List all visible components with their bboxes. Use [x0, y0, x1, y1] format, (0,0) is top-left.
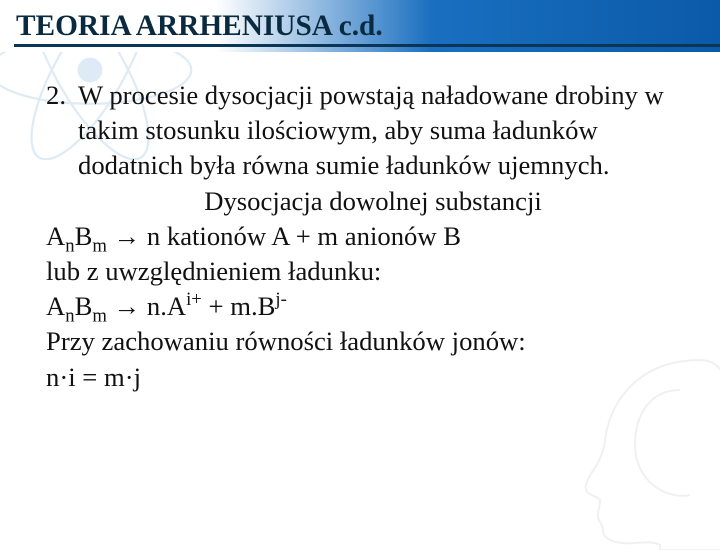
- slide-body: 2. W procesie dysocjacji powstają nałado…: [0, 52, 720, 395]
- equation-3: n·i = m·j: [46, 360, 668, 395]
- slide-title: TEORIA ARRHENIUSA c.d.: [0, 0, 720, 43]
- line-2: lub z uwzględnieniem ładunku:: [46, 254, 668, 289]
- list-number: 2.: [46, 78, 78, 113]
- line-3: Przy zachowaniu równości ładunków jonów:: [46, 324, 668, 359]
- slide-header: TEORIA ARRHENIUSA c.d.: [0, 0, 720, 52]
- header-underline: [14, 44, 720, 47]
- equation-2: AnBm → n.Ai+ + m.Bj-: [46, 289, 668, 324]
- equation-1: AnBm → n kationów A + m anionów B: [46, 219, 668, 254]
- para-text: W procesie dysocjacji powstają naładowan…: [78, 80, 664, 180]
- point-2-body: W procesie dysocjacji powstają naładowan…: [78, 78, 668, 395]
- center-line: Dysocjacja dowolnej substancji: [78, 184, 668, 219]
